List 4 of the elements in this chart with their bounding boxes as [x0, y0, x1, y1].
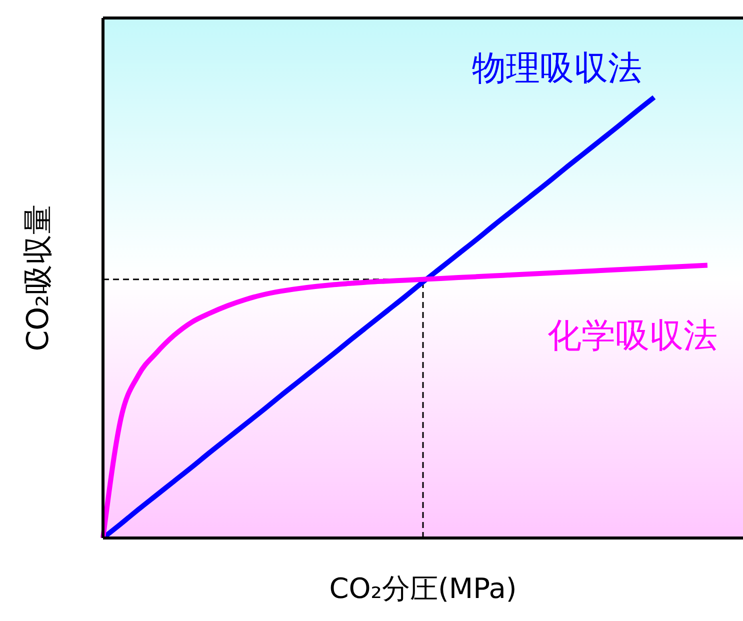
series-label: 化学吸収法 — [547, 316, 718, 356]
x-axis-title: CO₂分圧(MPa) — [329, 572, 517, 605]
y-axis-title: CO₂吸収量 — [21, 204, 56, 352]
series-label: 物理吸収法 — [472, 48, 642, 88]
